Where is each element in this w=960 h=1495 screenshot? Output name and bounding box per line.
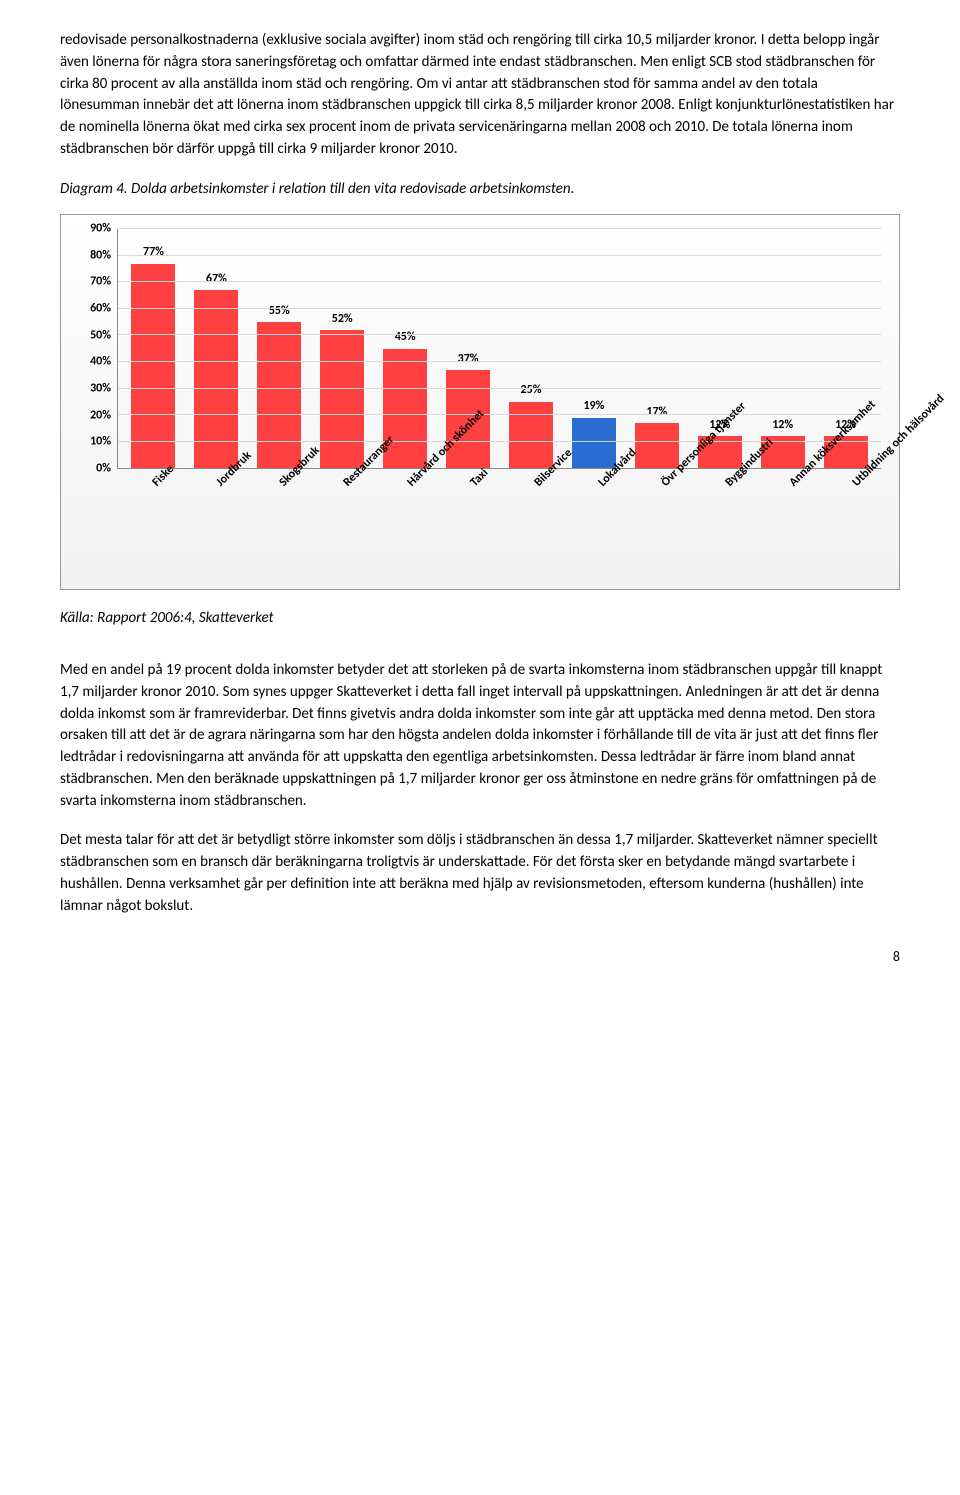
- gridline: [118, 281, 881, 282]
- x-slot: Hårvård och skönhet: [372, 473, 436, 583]
- y-tick-label: 90%: [90, 221, 111, 238]
- bar-slot: 12%: [751, 229, 814, 468]
- gridline: [118, 361, 881, 362]
- page-number: 8: [60, 947, 900, 967]
- bar-slot: 52%: [311, 229, 374, 468]
- y-tick-label: 40%: [90, 354, 111, 371]
- bar: [131, 264, 175, 468]
- gridline: [118, 308, 881, 309]
- bar-value-label: 77%: [143, 244, 164, 261]
- bar: [320, 330, 364, 468]
- bar: [635, 423, 679, 468]
- y-tick-label: 20%: [90, 407, 111, 424]
- x-category-label: Taxi: [467, 466, 493, 492]
- y-tick-label: 10%: [90, 434, 111, 451]
- bar-value-label: 12%: [772, 417, 793, 434]
- bar-value-label: 45%: [395, 329, 416, 346]
- gridline: [118, 334, 881, 335]
- bar-slot: 67%: [185, 229, 248, 468]
- x-slot: Utbildning och hälsovård: [817, 473, 881, 583]
- chart-plot: 77%67%55%52%45%37%25%19%17%12%12%12%: [117, 229, 881, 469]
- paragraph-1: redovisade personalkostnaderna (exklusiv…: [60, 30, 900, 161]
- gridline: [118, 228, 881, 229]
- bar-value-label: 67%: [206, 271, 227, 288]
- x-slot: Taxi: [435, 473, 499, 583]
- bar-value-label: 17%: [646, 404, 667, 421]
- x-slot: Bilservice: [499, 473, 563, 583]
- x-slot: Byggindustri: [690, 473, 754, 583]
- bar-value-label: 55%: [269, 303, 290, 320]
- diagram-caption: Diagram 4. Dolda arbetsinkomster i relat…: [60, 179, 900, 201]
- bar: [572, 418, 616, 468]
- bar-slot: 19%: [562, 229, 625, 468]
- bar-slot: 55%: [248, 229, 311, 468]
- chart-source: Källa: Rapport 2006:4, Skatteverket: [60, 608, 900, 630]
- bar-slot: 77%: [122, 229, 185, 468]
- y-tick-label: 60%: [90, 301, 111, 318]
- paragraph-2: Med en andel på 19 procent dolda inkomst…: [60, 660, 900, 812]
- y-tick-label: 80%: [90, 247, 111, 264]
- bar-value-label: 37%: [458, 351, 479, 368]
- y-tick-label: 0%: [96, 461, 111, 478]
- y-tick-label: 50%: [90, 327, 111, 344]
- gridline: [118, 414, 881, 415]
- bar-slot: 17%: [625, 229, 688, 468]
- x-slot: Jordbruk: [181, 473, 245, 583]
- x-slot: Lokalvård: [563, 473, 627, 583]
- bar: [509, 402, 553, 468]
- bar-slot: 45%: [374, 229, 437, 468]
- chart-bars: 77%67%55%52%45%37%25%19%17%12%12%12%: [118, 229, 881, 468]
- y-axis: 0%10%20%30%40%50%60%70%80%90%: [79, 229, 117, 469]
- x-slot: Skogsbruk: [244, 473, 308, 583]
- chart-container: 0% 10% 20% 30% 40% 50% 60% 70% 80% 90% 77% 67% 55% 5…: [60, 214, 900, 590]
- x-slot: Övr personliga tjänster: [626, 473, 690, 583]
- x-slot: Restauranger: [308, 473, 372, 583]
- bar: [257, 322, 301, 468]
- gridline: [118, 255, 881, 256]
- y-tick-label: 70%: [90, 274, 111, 291]
- x-slot: Fiske: [117, 473, 181, 583]
- x-axis: FiskeJordbrukSkogsbrukRestaurangerHårvår…: [79, 473, 881, 583]
- paragraph-3: Det mesta talar för att det är betydligt…: [60, 830, 900, 917]
- bar-value-label: 52%: [332, 311, 353, 328]
- bar-value-label: 25%: [521, 382, 542, 399]
- x-slot: Annan köksverksamhet: [754, 473, 818, 583]
- y-tick-label: 30%: [90, 381, 111, 398]
- gridline: [118, 388, 881, 389]
- bar-slot: 25%: [500, 229, 563, 468]
